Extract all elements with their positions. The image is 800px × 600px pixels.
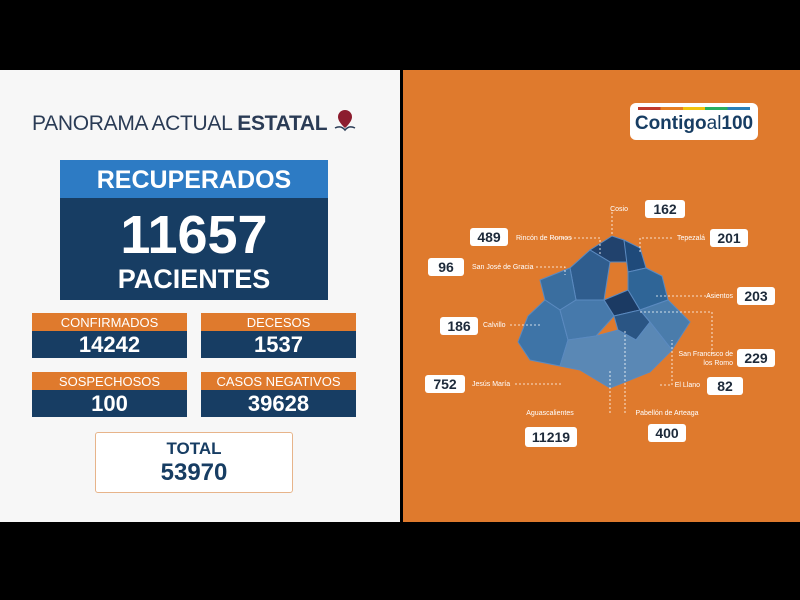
municipality-cases: 489: [470, 228, 508, 246]
municipality-name: Aguascalientes: [526, 410, 574, 417]
municipality-name: Pabellón de Arteaga: [635, 410, 699, 417]
municipality-name: Asientos: [706, 293, 733, 300]
municipality-name: San José de Gracia: [472, 264, 534, 271]
logo-connector: al: [706, 113, 722, 134]
total-value: 53970: [160, 459, 228, 486]
municipality-name: Tepezalá: [676, 235, 705, 242]
municipality-cases: 11219: [525, 427, 577, 447]
municipality-name: Cosio: [610, 206, 628, 213]
stat-label: DECESOS: [201, 313, 356, 331]
municipality-cases: 186: [440, 317, 478, 335]
municipality-name: San Francisco de los Romo: [678, 351, 733, 367]
municipality-cases: 229: [737, 349, 775, 367]
region-tepezala: [623, 239, 647, 273]
stat-value: 1537: [254, 332, 303, 357]
title: PANORAMA ACTUAL ESTATAL: [32, 108, 357, 136]
municipality-name: Rincón de Romos: [516, 235, 572, 242]
stat-label: CASOS NEGATIVOS: [201, 372, 356, 390]
stat-card: CASOS NEGATIVOS 39628: [201, 372, 356, 417]
title-light: PANORAMA ACTUAL: [32, 112, 232, 135]
municipality-cases: 162: [645, 200, 685, 218]
municipality-cases: 400: [648, 424, 686, 442]
municipality-cases: 201: [710, 229, 748, 247]
recovered-value: 11657: [120, 205, 268, 265]
stat-card: CONFIRMADOS 14242: [32, 313, 187, 358]
logo: Contigoal100: [630, 103, 758, 140]
recovered-card: RECUPERADOS 11657 PACIENTES: [60, 160, 328, 300]
municipality-cases: 203: [737, 287, 775, 305]
stat-card: DECESOS 1537: [201, 313, 356, 358]
total-label: TOTAL: [166, 439, 222, 458]
municipality-cases: 752: [425, 375, 465, 393]
logo-word: Contigo: [634, 113, 707, 134]
stat-value: 39628: [247, 391, 310, 416]
recovered-unit: PACIENTES: [117, 264, 271, 294]
map: [510, 212, 713, 413]
municipality-cases: 96: [428, 258, 464, 276]
stat-card: SOSPECHOSOS 100: [32, 372, 187, 417]
stat-value: 100: [91, 391, 128, 416]
region-elllano: [639, 299, 691, 351]
stat-label: SOSPECHOSOS: [32, 372, 187, 390]
municipality-cases: 82: [707, 377, 743, 395]
leader-lines: [510, 212, 713, 413]
logo-bar: [638, 107, 750, 110]
title-bold: ESTATAL: [237, 112, 328, 135]
region-aguascalientes: [559, 321, 673, 389]
recovered-label: RECUPERADOS: [60, 160, 328, 198]
stat-value: 14242: [78, 332, 141, 357]
municipality-name: Jesús María: [472, 381, 511, 388]
title-icon: [334, 110, 356, 132]
municipality-name: Calvillo: [483, 322, 506, 329]
municipality-name: El Llano: [674, 382, 700, 389]
logo-number: 100: [721, 113, 754, 134]
stat-label: CONFIRMADOS: [32, 313, 187, 331]
total-card: TOTAL 53970: [95, 432, 293, 493]
